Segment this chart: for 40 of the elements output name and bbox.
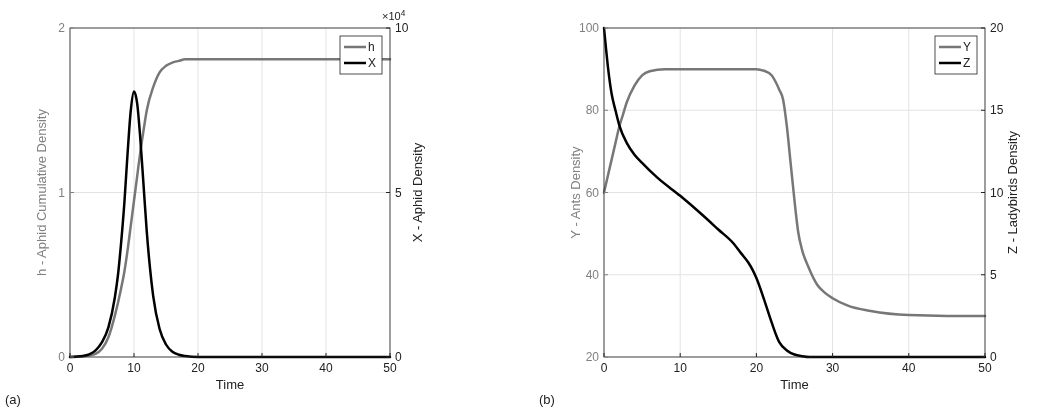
y2-tick-label: 0 xyxy=(395,350,402,364)
text: (a) xyxy=(5,392,21,407)
y-tick-label: 40 xyxy=(585,267,600,282)
x-tick-label: 20 xyxy=(191,361,205,375)
y2-tick-label: 20 xyxy=(990,21,1004,35)
y-tick-label: 2 xyxy=(58,21,66,35)
text: (b) xyxy=(539,392,555,407)
x-tick-label: 50 xyxy=(978,361,992,375)
y-tick-label: 1 xyxy=(58,185,66,200)
x-tick-label: 10 xyxy=(127,361,141,375)
y-axis-title: h - Aphid Cumulative Density xyxy=(34,108,49,276)
legend-label: h xyxy=(368,40,375,54)
x-tick-label: 40 xyxy=(902,361,916,375)
y2-tick-label: 5 xyxy=(395,185,402,200)
legend-label: Y xyxy=(963,40,972,54)
y2-axis-title: X - Aphid Density xyxy=(410,142,425,243)
y-tick-label: 20 xyxy=(585,350,600,364)
text: ×10$^{4}$ xyxy=(382,8,406,22)
legend-label: X xyxy=(368,56,377,70)
y2-tick-label: 15 xyxy=(990,103,1004,118)
y2-tick-label: 10 xyxy=(395,21,409,35)
y-tick-label: 0 xyxy=(58,350,66,364)
x-tick-label: 50 xyxy=(383,361,397,375)
y2-tick-label: 10 xyxy=(990,185,1004,200)
y-axis-title: Y - Ants Density xyxy=(568,145,583,239)
y-tick-label: 60 xyxy=(585,185,600,200)
y-tick-label: 80 xyxy=(585,103,600,118)
x-tick-label: 20 xyxy=(749,361,764,375)
x-axis-title: Time xyxy=(215,377,245,392)
x-tick-label: 10 xyxy=(673,361,688,375)
line-series xyxy=(602,67,987,318)
x-axis-title: Time xyxy=(780,377,809,392)
y2-tick-label: 0 xyxy=(990,350,997,364)
y2-axis-title: Z - Ladybirds Density xyxy=(1005,130,1020,254)
x-tick-label: 40 xyxy=(319,361,333,375)
x-tick-label: 30 xyxy=(825,361,840,375)
x-tick-label: 30 xyxy=(255,361,269,375)
legend-label: Z xyxy=(963,56,971,70)
y-tick-label: 100 xyxy=(578,21,600,35)
y2-tick-label: 5 xyxy=(990,267,997,282)
